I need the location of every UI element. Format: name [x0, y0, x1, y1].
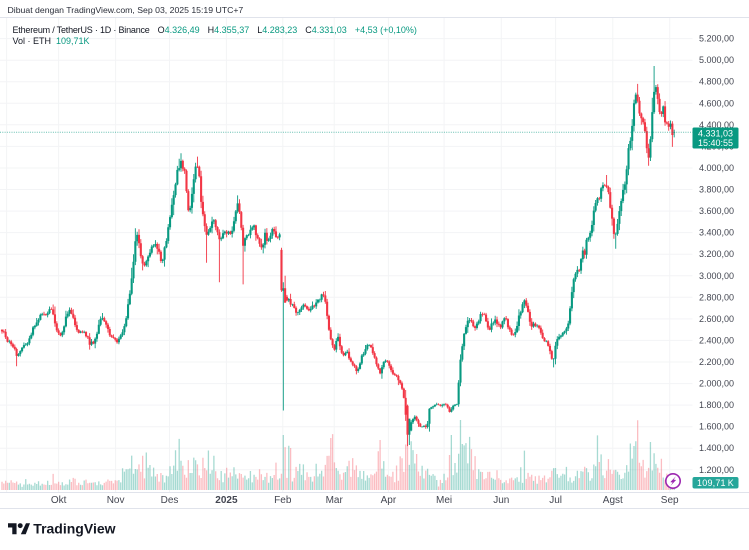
svg-text:1.800,00: 1.800,00	[699, 400, 734, 410]
svg-text:Apr: Apr	[381, 495, 397, 506]
svg-text:3.600,00: 3.600,00	[699, 206, 734, 216]
svg-text:4.000,00: 4.000,00	[699, 163, 734, 173]
svg-text:3.800,00: 3.800,00	[699, 185, 734, 195]
svg-text:5.000,00: 5.000,00	[699, 55, 734, 65]
svg-text:2.200,00: 2.200,00	[699, 357, 734, 367]
svg-text:Jun: Jun	[493, 495, 509, 506]
svg-text:Agst: Agst	[603, 495, 623, 506]
svg-text:Mar: Mar	[326, 495, 344, 506]
svg-text:2.800,00: 2.800,00	[699, 292, 734, 302]
svg-text:Sep: Sep	[661, 495, 679, 506]
svg-text:2.000,00: 2.000,00	[699, 379, 734, 389]
svg-text:Nov: Nov	[107, 495, 125, 506]
svg-text:2025: 2025	[215, 495, 238, 506]
svg-text:Jul: Jul	[549, 495, 562, 506]
svg-text:15:40:55: 15:40:55	[698, 138, 733, 148]
svg-text:3.400,00: 3.400,00	[699, 228, 734, 238]
svg-text:4.800,00: 4.800,00	[699, 77, 734, 87]
svg-text:4.600,00: 4.600,00	[699, 98, 734, 108]
svg-text:TradingView: TradingView	[33, 521, 115, 537]
svg-text:3.000,00: 3.000,00	[699, 271, 734, 281]
svg-text:1.400,00: 1.400,00	[699, 443, 734, 453]
svg-text:109,71 K: 109,71 K	[697, 478, 734, 488]
svg-text:1.600,00: 1.600,00	[699, 422, 734, 432]
svg-text:Okt: Okt	[51, 495, 67, 506]
svg-text:1.200,00: 1.200,00	[699, 465, 734, 475]
svg-text:5.200,00: 5.200,00	[699, 34, 734, 44]
svg-text:2.600,00: 2.600,00	[699, 314, 734, 324]
svg-text:4.331,03: 4.331,03	[698, 128, 733, 138]
svg-text:3.200,00: 3.200,00	[699, 249, 734, 259]
svg-text:Des: Des	[161, 495, 179, 506]
svg-text:Feb: Feb	[274, 495, 292, 506]
svg-text:Mei: Mei	[436, 495, 452, 506]
svg-text:2.400,00: 2.400,00	[699, 335, 734, 345]
svg-text:4.400,00: 4.400,00	[699, 120, 734, 130]
